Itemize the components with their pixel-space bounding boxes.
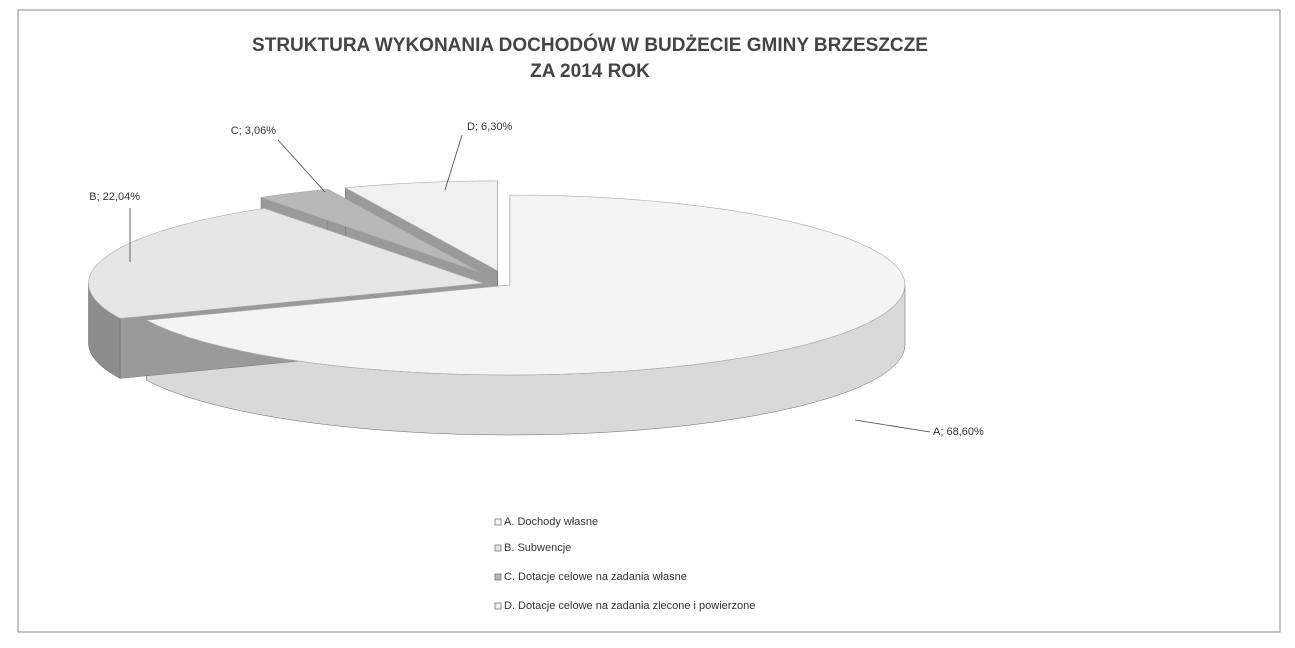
pie-slice <box>260 188 481 273</box>
legend-swatch <box>494 544 502 552</box>
legend-label: B. Subwencje <box>504 542 571 554</box>
leader-line <box>854 419 931 433</box>
leader-line <box>277 139 326 193</box>
pie-slice <box>88 208 484 319</box>
data-label: C; 3,06% <box>231 125 276 137</box>
pie-slice <box>344 180 498 272</box>
legend-swatch <box>494 573 502 581</box>
legend-label: D. Dotacje celowe na zadania zlecone i p… <box>504 600 755 612</box>
chart-title: STRUKTURA WYKONANIA DOCHODÓW W BUDŻECIE … <box>252 34 928 56</box>
data-label: A; 68,60% <box>933 426 984 438</box>
data-label: D; 6,30% <box>467 121 512 133</box>
chart-title: ZA 2014 ROK <box>530 61 650 82</box>
legend-label: C. Dotacje celowe na zadania własne <box>504 571 687 583</box>
legend-swatch <box>494 518 502 526</box>
legend-swatch <box>494 602 502 610</box>
legend-label: A. Dochody własne <box>504 516 598 528</box>
leader-line <box>444 134 463 191</box>
pie-slice <box>145 194 906 376</box>
data-label: B; 22,04% <box>89 191 140 203</box>
